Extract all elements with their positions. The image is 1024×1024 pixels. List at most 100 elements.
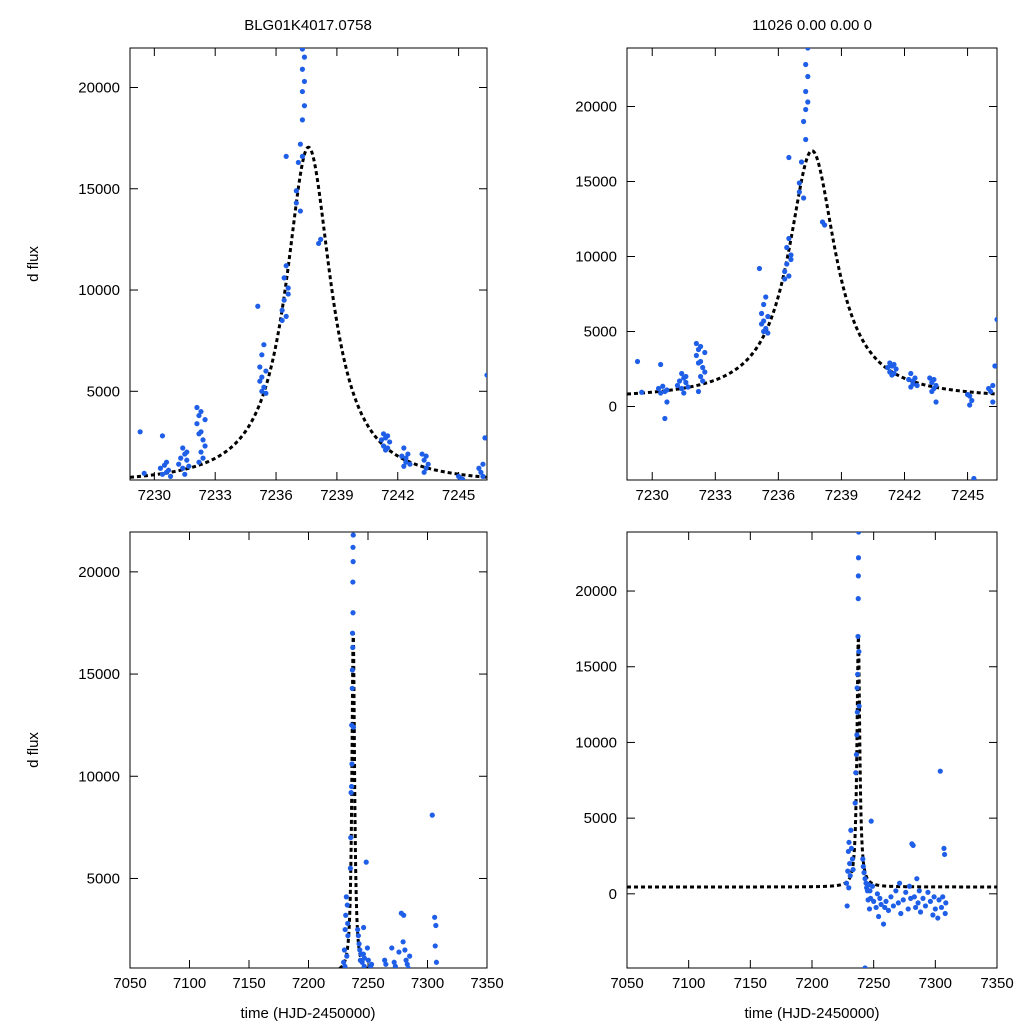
data-point [345,920,351,927]
data-point [917,909,924,915]
y-tick-label: 0 [609,399,617,416]
data-point [664,399,670,405]
data-point [341,959,347,965]
data-point [695,388,702,395]
data-point [159,471,166,477]
data-point [914,382,920,389]
x-tick-label: 7239 [825,487,858,504]
y-tick-label: 10000 [575,734,617,751]
data-point [364,945,371,951]
y-tick-label: 0 [609,886,617,903]
x-tick-label: 7350 [980,975,1013,992]
data-point [700,378,706,384]
data-point [693,352,699,359]
data-point [198,449,204,455]
data-point [803,136,809,143]
data-point [933,382,939,389]
x-tick-label: 7100 [672,975,705,992]
data-point [855,633,861,640]
y-tick-label: 15000 [575,659,617,676]
data-point [180,465,186,471]
data-point [318,236,324,242]
data-point [662,415,668,422]
data-point [895,900,901,906]
data-point [403,459,409,465]
data-point [854,709,860,715]
data-point [344,902,350,908]
data-point [869,883,876,889]
data-point [196,412,202,419]
data-point [299,48,306,52]
data-point [798,159,805,165]
data-point [898,910,904,917]
data-point [878,901,884,908]
plot-frame [129,47,488,481]
data-point [403,455,409,461]
data-point [432,914,438,920]
data-point [165,467,172,473]
data-point [279,307,285,313]
data-point [927,375,933,381]
data-point [401,463,407,469]
data-point [380,443,387,449]
data-point [990,399,996,405]
data-point [860,863,866,870]
data-point [387,439,393,445]
model-curve [337,632,370,968]
data-point [860,856,866,862]
data-point [360,951,366,957]
data-point [285,291,291,297]
data-point [702,369,708,375]
data-point [788,252,794,258]
data-point [301,54,308,60]
panel-zoom-flux: 7230 7233 7236 7239 7242 7245 5000 10000 15000 20… [78,47,488,504]
data-point [911,894,917,900]
data-point [355,926,361,933]
data-point [937,768,943,774]
x-tick-label: 7150 [232,975,265,992]
x-tick-label: 7233 [199,487,232,504]
data-point [345,933,351,939]
y-tick-label: 20000 [575,583,617,600]
data-point [796,189,802,195]
data-point [843,880,850,886]
x-tick-label: 7250 [351,975,384,992]
data-point [182,471,188,477]
data-point [200,437,206,443]
data-point [301,103,308,109]
data-point [796,180,802,186]
data-point [283,263,289,269]
data-point [893,366,899,372]
data-point [423,453,429,459]
data-point [655,385,662,392]
data-point [350,724,357,730]
data-point [683,373,689,380]
data-point [932,906,938,912]
plot-area [130,48,487,480]
data-point [969,397,975,404]
data-point [350,532,356,538]
data-point [432,943,438,949]
x-tick-label: 7350 [470,975,503,992]
data-point [180,445,186,451]
data-point [396,949,402,955]
data-point [343,894,349,900]
data-point [476,465,482,471]
data-point [281,275,287,281]
x-tick-label: 7300 [411,975,444,992]
data-point [297,141,303,147]
data-point [866,906,873,912]
data-point [433,959,440,965]
data-point [283,153,289,159]
data-point [876,913,882,920]
data-point [357,947,363,953]
data-point [935,915,941,921]
data-point [658,390,664,396]
y-tick-label: 20000 [78,79,120,96]
data-point [356,941,362,947]
data-point [855,671,861,677]
data-point [861,870,867,876]
data-point [425,461,431,467]
data-point [202,443,208,449]
data-point [350,644,356,651]
